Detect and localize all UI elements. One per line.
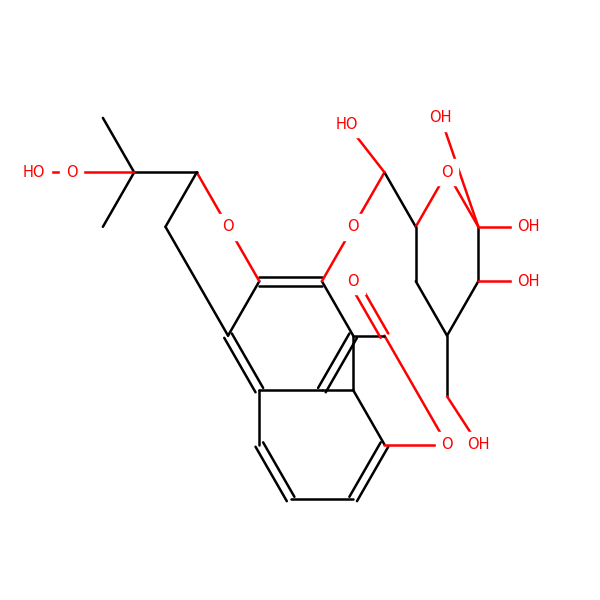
Text: OH: OH (517, 274, 539, 289)
Text: O: O (347, 219, 359, 234)
Text: HO: HO (335, 116, 358, 131)
Text: HO: HO (23, 165, 46, 180)
Text: OH: OH (467, 437, 490, 452)
Text: O: O (441, 437, 453, 452)
Text: OH: OH (517, 219, 539, 234)
Text: O: O (441, 165, 453, 180)
Text: O: O (222, 219, 234, 234)
Text: OH: OH (430, 110, 452, 125)
Text: O: O (66, 165, 77, 180)
Text: O: O (347, 274, 359, 289)
